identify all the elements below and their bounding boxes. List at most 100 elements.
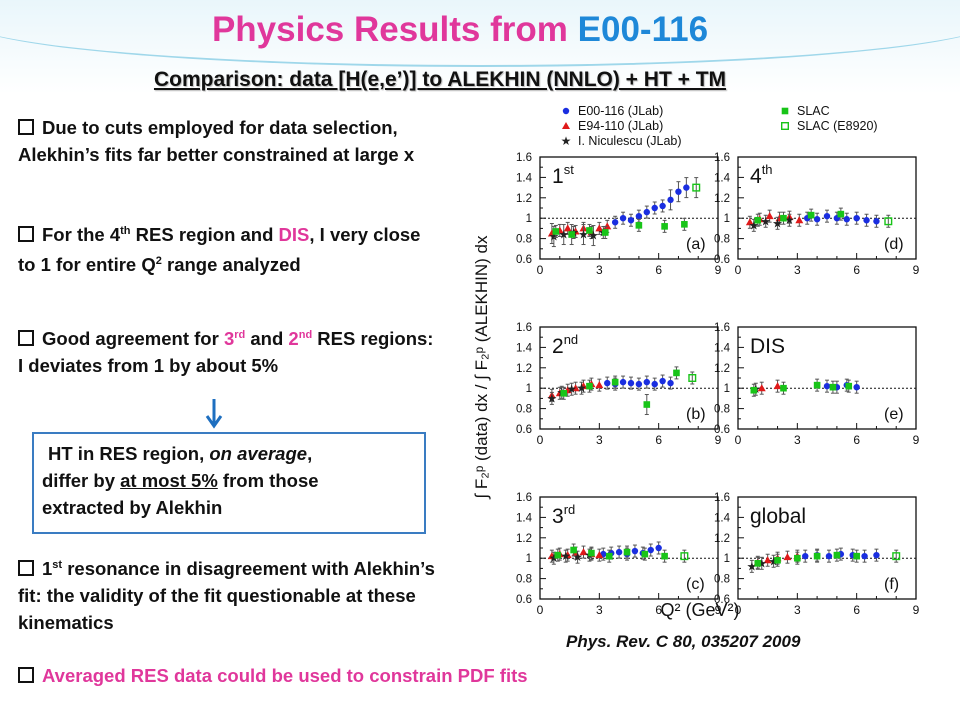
data-point xyxy=(552,228,560,235)
legend-label: SLAC xyxy=(797,104,830,118)
data-point xyxy=(861,552,868,560)
superscript: th xyxy=(120,225,131,237)
y-tick-label: 1 xyxy=(526,213,532,225)
data-point xyxy=(661,552,668,560)
text-fragment: resonance in disagreement with Alekhin’s… xyxy=(18,558,435,634)
y-tick-label: 1.6 xyxy=(714,152,730,164)
data-point xyxy=(853,383,860,391)
data-point xyxy=(802,552,809,560)
panel-tag: (d) xyxy=(884,236,904,253)
legend-marker xyxy=(781,107,789,115)
data-point xyxy=(659,377,666,385)
panel-title: 4th xyxy=(750,162,773,188)
y-tick-label: 1 xyxy=(724,213,730,225)
text-fragment: , I very close to 1 for entire Q xyxy=(18,224,421,276)
y-tick-label: 0.6 xyxy=(714,254,730,266)
data-point: ★ xyxy=(572,550,583,564)
data-point xyxy=(619,215,627,222)
panel-tag: (c) xyxy=(686,576,705,593)
data-point xyxy=(554,551,562,559)
data-point xyxy=(763,556,772,564)
panel-title: 2nd xyxy=(552,332,578,358)
slide-title: Physics Results from E00-116 xyxy=(0,10,920,50)
superscript: st xyxy=(52,559,63,571)
x-tick-label: 6 xyxy=(655,433,662,447)
x-tick-label: 0 xyxy=(537,263,544,277)
data-point xyxy=(680,552,689,561)
data-point xyxy=(884,217,893,226)
data-point xyxy=(813,381,821,389)
y-tick-label: 1 xyxy=(724,553,730,565)
data-point xyxy=(745,218,754,226)
data-point xyxy=(823,212,831,220)
data-point xyxy=(615,548,623,556)
highlight-3rd: 3 xyxy=(223,328,235,350)
data-point xyxy=(837,210,845,218)
text-fragment: HT in RES region, xyxy=(48,443,210,464)
x-tick-label: 6 xyxy=(853,433,860,447)
data-point xyxy=(667,379,674,387)
y-tick-label: 1 xyxy=(526,553,532,565)
slide-subtitle: Comparison: data [H(e,e’)] to ALEKHIN (N… xyxy=(153,68,727,91)
y-tick-label: 0.8 xyxy=(516,234,532,246)
y-tick-label: 0.6 xyxy=(516,254,532,266)
data-point xyxy=(833,551,841,559)
y-tick-label: 1.6 xyxy=(516,152,532,164)
panel-frame xyxy=(737,496,917,600)
y-tick-label: 1.4 xyxy=(516,342,533,354)
data-point xyxy=(643,208,650,216)
checkbox-bullet-icon xyxy=(18,667,34,683)
text-fragment: range analyzed xyxy=(161,254,301,276)
text-fragment: RES region and xyxy=(130,224,279,246)
data-point: ★ xyxy=(578,228,589,242)
x-tick-label: 0 xyxy=(537,433,544,447)
emphasis: on average xyxy=(209,443,308,464)
text-fragment: RES regions: I deviates from 1 by about … xyxy=(18,328,434,377)
data-point xyxy=(823,382,831,390)
y-tick-label: 0.6 xyxy=(516,424,532,436)
y-tick-label: 1.4 xyxy=(714,512,731,524)
data-point xyxy=(619,378,627,386)
data-point xyxy=(794,554,801,562)
data-point xyxy=(595,224,604,232)
panel-title: 3rd xyxy=(552,502,575,528)
data-point xyxy=(774,556,781,564)
data-point: ★ xyxy=(760,214,771,228)
data-point: ★ xyxy=(746,559,757,573)
data-point xyxy=(623,548,631,556)
x-tick-label: 0 xyxy=(735,263,742,277)
y-tick-label: 1 xyxy=(724,383,730,395)
data-point xyxy=(813,552,821,560)
legend-label: E00-116 (JLab) xyxy=(578,104,663,118)
data-point xyxy=(780,384,787,392)
data-point xyxy=(681,221,688,228)
data-point xyxy=(604,379,611,387)
data-point xyxy=(892,552,901,561)
data-point xyxy=(611,219,619,226)
comparison-chart: E00-116 (JLab)E94-110 (JLab) ★ I. Niculesc… xyxy=(472,104,920,620)
y-tick-label: 0.6 xyxy=(516,594,532,606)
data-point xyxy=(635,212,643,220)
data-point xyxy=(635,222,643,229)
data-point xyxy=(673,369,680,377)
ht-summary-box: HT in RES region, on average, differ by … xyxy=(32,432,426,534)
panel-title: DIS xyxy=(750,335,785,358)
data-point xyxy=(780,214,787,222)
bullet-cuts-text: Due to cuts employed for data selection,… xyxy=(18,117,415,165)
data-point xyxy=(563,224,572,232)
data-point xyxy=(661,223,668,230)
data-point xyxy=(675,188,682,195)
x-tick-label: 6 xyxy=(853,603,860,617)
text-fragment: differ by xyxy=(42,470,121,491)
data-point xyxy=(627,379,635,387)
x-tick-label: 3 xyxy=(596,263,603,277)
data-point: ★ xyxy=(548,230,559,244)
data-point xyxy=(579,548,588,556)
y-tick-label: 1.2 xyxy=(714,363,730,375)
data-point xyxy=(659,202,666,210)
data-point xyxy=(873,551,880,559)
panel-title-main: 4 xyxy=(750,165,762,188)
bullet-4th-dis: For the 4th RES region and DIS, I very c… xyxy=(18,218,438,278)
data-point xyxy=(595,381,604,389)
